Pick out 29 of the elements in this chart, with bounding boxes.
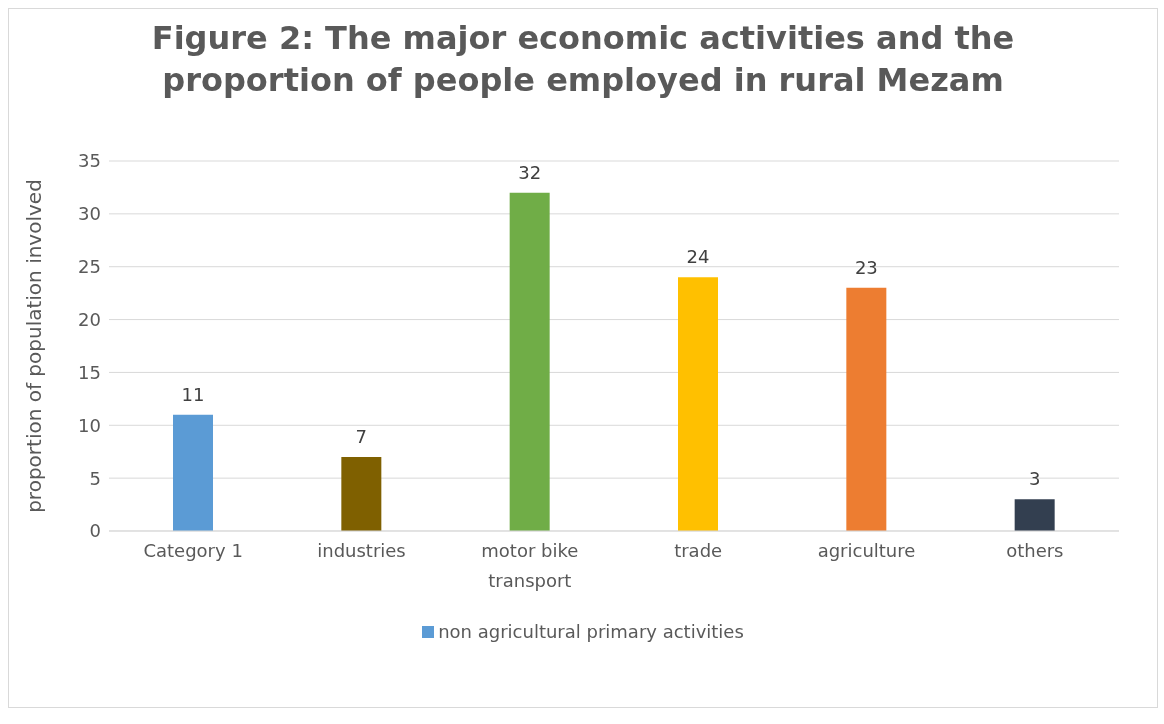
x-tick-label: motor bike transport xyxy=(481,540,579,591)
bar xyxy=(173,414,213,531)
data-label: 11 xyxy=(181,383,205,405)
y-tick-label: 5 xyxy=(89,467,101,489)
y-tick-label: 35 xyxy=(78,150,101,172)
bar xyxy=(509,192,550,531)
legend-label: non agricultural primary activities xyxy=(438,621,744,642)
bar xyxy=(341,457,382,531)
y-tick-label: 20 xyxy=(78,308,101,330)
data-label: 7 xyxy=(355,426,368,447)
chart-title: Figure 2: The major economic activities and the proportion of people employed in rural Mezam xyxy=(150,18,1016,101)
y-axis-title: proportion of population involved xyxy=(22,179,47,513)
x-tick-label: trade xyxy=(674,540,723,561)
bar xyxy=(678,277,718,531)
y-tick-label: 10 xyxy=(78,414,101,436)
y-tick-label: 0 xyxy=(89,520,101,542)
x-tick-label: Category 1 xyxy=(143,540,243,561)
y-tick-label: 15 xyxy=(78,361,101,383)
data-label: 24 xyxy=(686,246,710,268)
x-tick-label: agriculture xyxy=(817,540,916,561)
y-tick-label: 30 xyxy=(78,203,101,225)
x-tick-label: others xyxy=(1006,540,1064,561)
y-tick-label: 25 xyxy=(78,256,101,278)
data-label: 23 xyxy=(854,256,878,278)
x-tick-label: industries xyxy=(317,540,406,561)
data-label: 32 xyxy=(518,161,542,183)
bar xyxy=(846,287,887,531)
data-label: 3 xyxy=(1028,468,1041,490)
bar xyxy=(1014,499,1055,531)
